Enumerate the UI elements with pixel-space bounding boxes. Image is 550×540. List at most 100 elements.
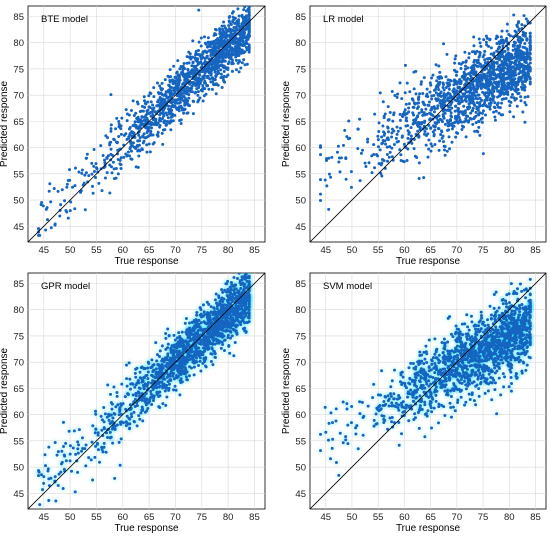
data-point xyxy=(504,90,508,94)
data-point xyxy=(424,143,428,147)
data-point xyxy=(477,37,481,41)
data-point xyxy=(376,154,380,158)
data-point xyxy=(335,150,339,154)
data-point xyxy=(243,50,247,54)
data-point xyxy=(432,110,436,114)
data-point xyxy=(521,45,525,49)
data-point xyxy=(452,78,456,82)
data-point xyxy=(178,67,182,71)
data-point xyxy=(117,122,121,126)
data-point xyxy=(481,90,485,94)
data-point xyxy=(467,52,471,56)
data-point xyxy=(500,52,504,56)
data-point xyxy=(510,65,514,69)
data-point xyxy=(421,91,425,95)
data-point xyxy=(450,140,454,144)
data-point xyxy=(444,86,448,90)
data-point xyxy=(454,114,458,118)
data-point xyxy=(514,55,518,59)
data-point xyxy=(124,132,128,136)
data-point xyxy=(230,49,234,53)
data-point xyxy=(180,92,184,96)
data-point xyxy=(505,76,509,80)
data-point xyxy=(499,86,503,90)
data-point xyxy=(484,40,488,44)
data-point xyxy=(191,61,195,65)
data-point xyxy=(442,140,446,144)
data-point xyxy=(436,85,440,89)
data-point xyxy=(134,375,138,379)
data-point xyxy=(201,99,205,103)
data-point xyxy=(490,97,494,101)
data-point xyxy=(448,119,452,123)
data-point xyxy=(68,209,72,213)
data-point xyxy=(111,160,115,164)
data-point xyxy=(474,121,478,125)
data-point xyxy=(476,76,480,80)
data-point xyxy=(483,49,487,53)
data-point xyxy=(464,96,468,100)
data-point xyxy=(505,36,509,40)
data-point xyxy=(168,92,172,96)
data-point xyxy=(119,166,123,170)
y-tick-label: 45 xyxy=(13,222,24,233)
data-point xyxy=(490,62,494,66)
data-point xyxy=(247,45,251,49)
data-point xyxy=(177,75,181,79)
data-point xyxy=(476,87,480,91)
data-point xyxy=(367,161,371,165)
data-point xyxy=(209,60,213,64)
y-tick-label: 80 xyxy=(13,38,24,49)
scatter-points xyxy=(37,6,251,237)
y-tick-label: 45 xyxy=(295,222,306,233)
data-point xyxy=(472,79,476,83)
data-point xyxy=(52,187,56,191)
data-point xyxy=(236,43,240,47)
data-point xyxy=(382,116,386,120)
data-point xyxy=(463,72,467,76)
data-point xyxy=(464,99,468,103)
data-point xyxy=(220,24,224,28)
data-point xyxy=(412,87,416,91)
data-point xyxy=(526,95,530,99)
data-point xyxy=(194,84,198,88)
data-point xyxy=(158,84,162,88)
data-point xyxy=(169,119,173,123)
data-point xyxy=(183,81,187,85)
data-point xyxy=(524,17,528,21)
data-point xyxy=(454,135,458,139)
data-point xyxy=(149,91,153,95)
data-point xyxy=(199,80,203,84)
data-point xyxy=(349,170,353,174)
data-point xyxy=(202,68,206,72)
data-point xyxy=(137,133,141,137)
data-point xyxy=(112,167,116,171)
data-point xyxy=(526,73,530,77)
data-point xyxy=(197,49,201,53)
data-point xyxy=(212,44,216,48)
data-point xyxy=(158,108,162,112)
data-point xyxy=(152,86,156,90)
data-point xyxy=(441,86,445,90)
data-point xyxy=(232,49,236,53)
data-point xyxy=(73,184,77,188)
data-point xyxy=(467,56,471,60)
data-point xyxy=(497,45,501,49)
data-point xyxy=(484,61,488,65)
data-point xyxy=(214,92,218,96)
data-point xyxy=(218,27,222,31)
data-point xyxy=(479,44,483,48)
data-point xyxy=(442,42,446,46)
data-point xyxy=(417,161,421,165)
data-point xyxy=(460,120,464,124)
data-point xyxy=(114,127,118,131)
data-point xyxy=(160,111,164,115)
data-point xyxy=(190,90,194,94)
data-point xyxy=(80,171,84,175)
data-point xyxy=(452,87,456,91)
x-tick-label: 75 xyxy=(478,245,489,256)
data-point xyxy=(443,153,447,157)
data-point xyxy=(428,118,432,122)
x-tick-label: 75 xyxy=(197,245,208,256)
data-point xyxy=(501,76,505,80)
